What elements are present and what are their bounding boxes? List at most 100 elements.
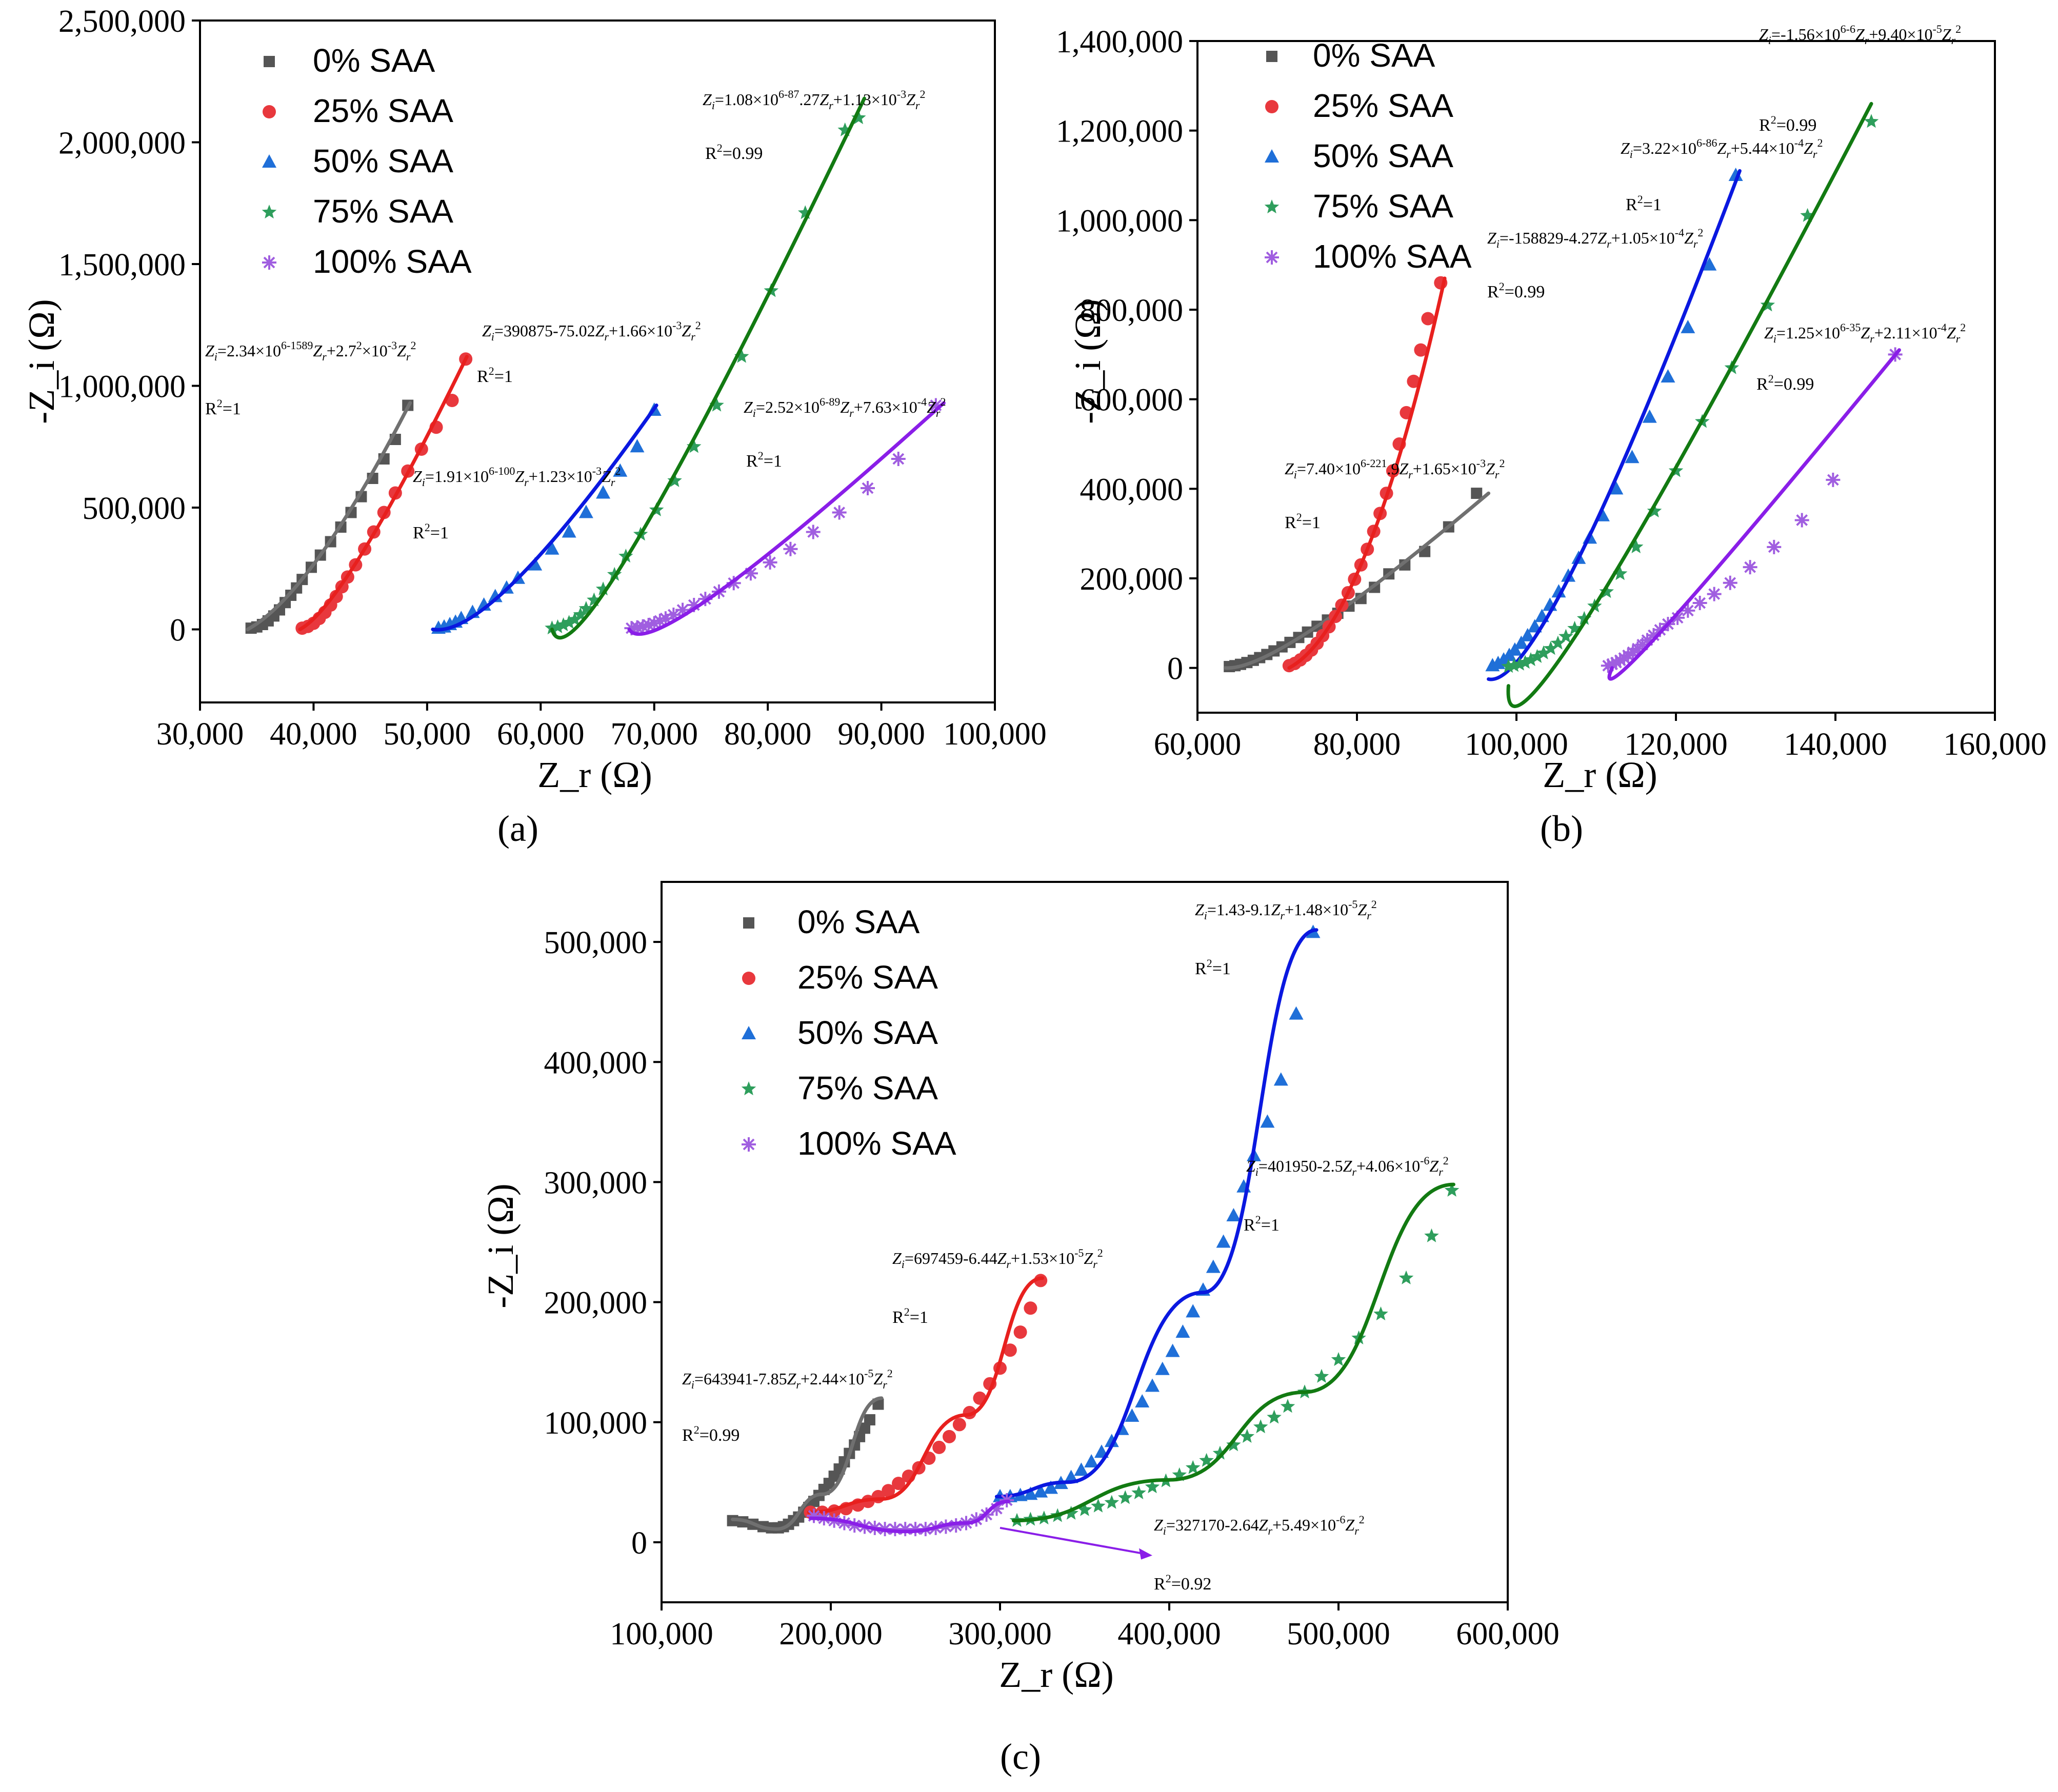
data-point: [1155, 1361, 1170, 1375]
x-tick-label: 80,000: [1313, 727, 1401, 762]
data-point: [1398, 1270, 1414, 1284]
fit-curve: [1506, 102, 1873, 708]
data-point: [1517, 655, 1533, 669]
data-point: [1520, 628, 1535, 641]
data-point: [329, 590, 343, 603]
x-tick-label: 140,000: [1784, 727, 1887, 762]
fit-curve: [994, 928, 1318, 1499]
data-point: [1131, 1485, 1146, 1499]
fit-curve: [1223, 491, 1491, 670]
data-point: [1077, 1502, 1092, 1516]
x-axis-title: Z_r (Ω): [999, 1654, 1113, 1695]
legend-marker: [264, 56, 275, 67]
series-100-saa: [807, 1493, 1014, 1537]
x-tick-label: 100,000: [610, 1617, 713, 1652]
data-point: [666, 608, 681, 622]
data-point: [1471, 488, 1483, 499]
fit-equation: Zi=2.34×106-1589Zr+2.72×10-3Zr2: [205, 339, 416, 363]
data-point: [1681, 319, 1695, 333]
data-point: [1629, 539, 1644, 553]
y-tick-label: 2,500,000: [58, 4, 186, 39]
x-axis-title: Z_r (Ω): [1543, 754, 1657, 795]
data-point: [1175, 1324, 1190, 1338]
data-point: [1289, 1006, 1304, 1020]
x-tick-label: 100,000: [1465, 727, 1568, 762]
x-tick-label: 100,000: [943, 717, 1047, 752]
x-tick-label: 300,000: [948, 1617, 1052, 1652]
x-tick-label: 50,000: [384, 717, 471, 752]
data-point: [989, 1501, 1004, 1516]
data-point: [1681, 603, 1695, 618]
r-squared-label: R2=0.99: [1759, 113, 1816, 135]
legend-label: 0% SAA: [797, 903, 920, 940]
y-axis-title: -Z_i (Ω): [480, 1183, 521, 1308]
data-point: [1550, 635, 1566, 650]
data-point: [806, 525, 821, 539]
data-point: [1864, 114, 1879, 128]
data-point: [641, 617, 656, 632]
plot-frame: [199, 19, 996, 703]
data-point: [1760, 297, 1775, 312]
data-point: [545, 541, 560, 555]
data-point: [578, 505, 593, 518]
data-point: [1212, 1445, 1228, 1460]
legend-label: 100% SAA: [1313, 238, 1472, 275]
data-point: [1767, 539, 1782, 554]
panel-label: (b): [1540, 808, 1583, 849]
data-point: [1331, 1352, 1346, 1366]
fit-equation: Zi=643941-7.85Zr+2.44×10-5Zr2: [682, 1367, 893, 1391]
legend-label: 25% SAA: [797, 959, 938, 996]
legend-label: 25% SAA: [1313, 87, 1453, 124]
y-tick-label: 1,500,000: [58, 248, 186, 283]
data-point: [1414, 343, 1428, 357]
data-point: [562, 615, 576, 629]
legend-label: 75% SAA: [797, 1070, 938, 1106]
x-tick-label: 160,000: [1943, 727, 2047, 762]
data-point: [1253, 1419, 1268, 1434]
data-point: [943, 1429, 956, 1443]
data-point: [1609, 481, 1624, 495]
fit-equation: Zi=1.43-9.1Zr+1.48×10-5Zr2: [1195, 898, 1377, 922]
fit-equation: Zi=697459-6.44Zr+1.53×10-5Zr2: [892, 1246, 1103, 1271]
x-tick-label: 600,000: [1456, 1617, 1560, 1652]
data-point: [1135, 1394, 1150, 1407]
series-50-saa: [431, 402, 662, 634]
data-point: [613, 463, 628, 477]
y-tick-label: 500,000: [544, 925, 648, 960]
data-point: [1491, 655, 1506, 669]
data-point: [1707, 587, 1722, 601]
data-point: [1267, 1410, 1282, 1424]
arrow-head: [1139, 1548, 1152, 1560]
data-point: [1551, 584, 1566, 598]
data-point: [1260, 1114, 1275, 1128]
data-point: [783, 541, 798, 556]
legend-marker: [1265, 250, 1279, 265]
data-point: [932, 1440, 946, 1454]
data-point: [1507, 642, 1522, 656]
series-25-saa: [1282, 276, 1448, 673]
x-tick-label: 90,000: [837, 717, 925, 752]
data-point: [763, 555, 777, 570]
legend-marker: [1265, 100, 1278, 113]
data-point: [1104, 1434, 1119, 1447]
legend-marker: [1266, 51, 1277, 62]
chart-panel-2: 60,000 80,000 100,000 120,000 140,000 160,000…: [1056, 23, 2047, 849]
data-point: [1514, 635, 1529, 649]
data-point: [1605, 657, 1620, 672]
r-squared-label: R2=1: [413, 521, 449, 542]
y-tick-label: 1,000,000: [58, 370, 186, 405]
y-axis-title: -Z_i (Ω): [21, 299, 62, 424]
data-point: [1104, 1495, 1120, 1509]
series-0-saa: [245, 399, 414, 634]
series-100-saa: [624, 398, 946, 636]
data-point: [1145, 1479, 1160, 1494]
series-100-saa: [1601, 347, 1903, 681]
fit-curve: [808, 1499, 1010, 1534]
data-point: [1280, 1399, 1295, 1413]
r-squared-label: R2=0.99: [682, 1423, 740, 1445]
data-point: [891, 452, 906, 466]
data-point: [1743, 560, 1757, 575]
legend-marker: [262, 154, 276, 168]
data-point: [1216, 1234, 1231, 1248]
fit-curve: [298, 355, 469, 631]
